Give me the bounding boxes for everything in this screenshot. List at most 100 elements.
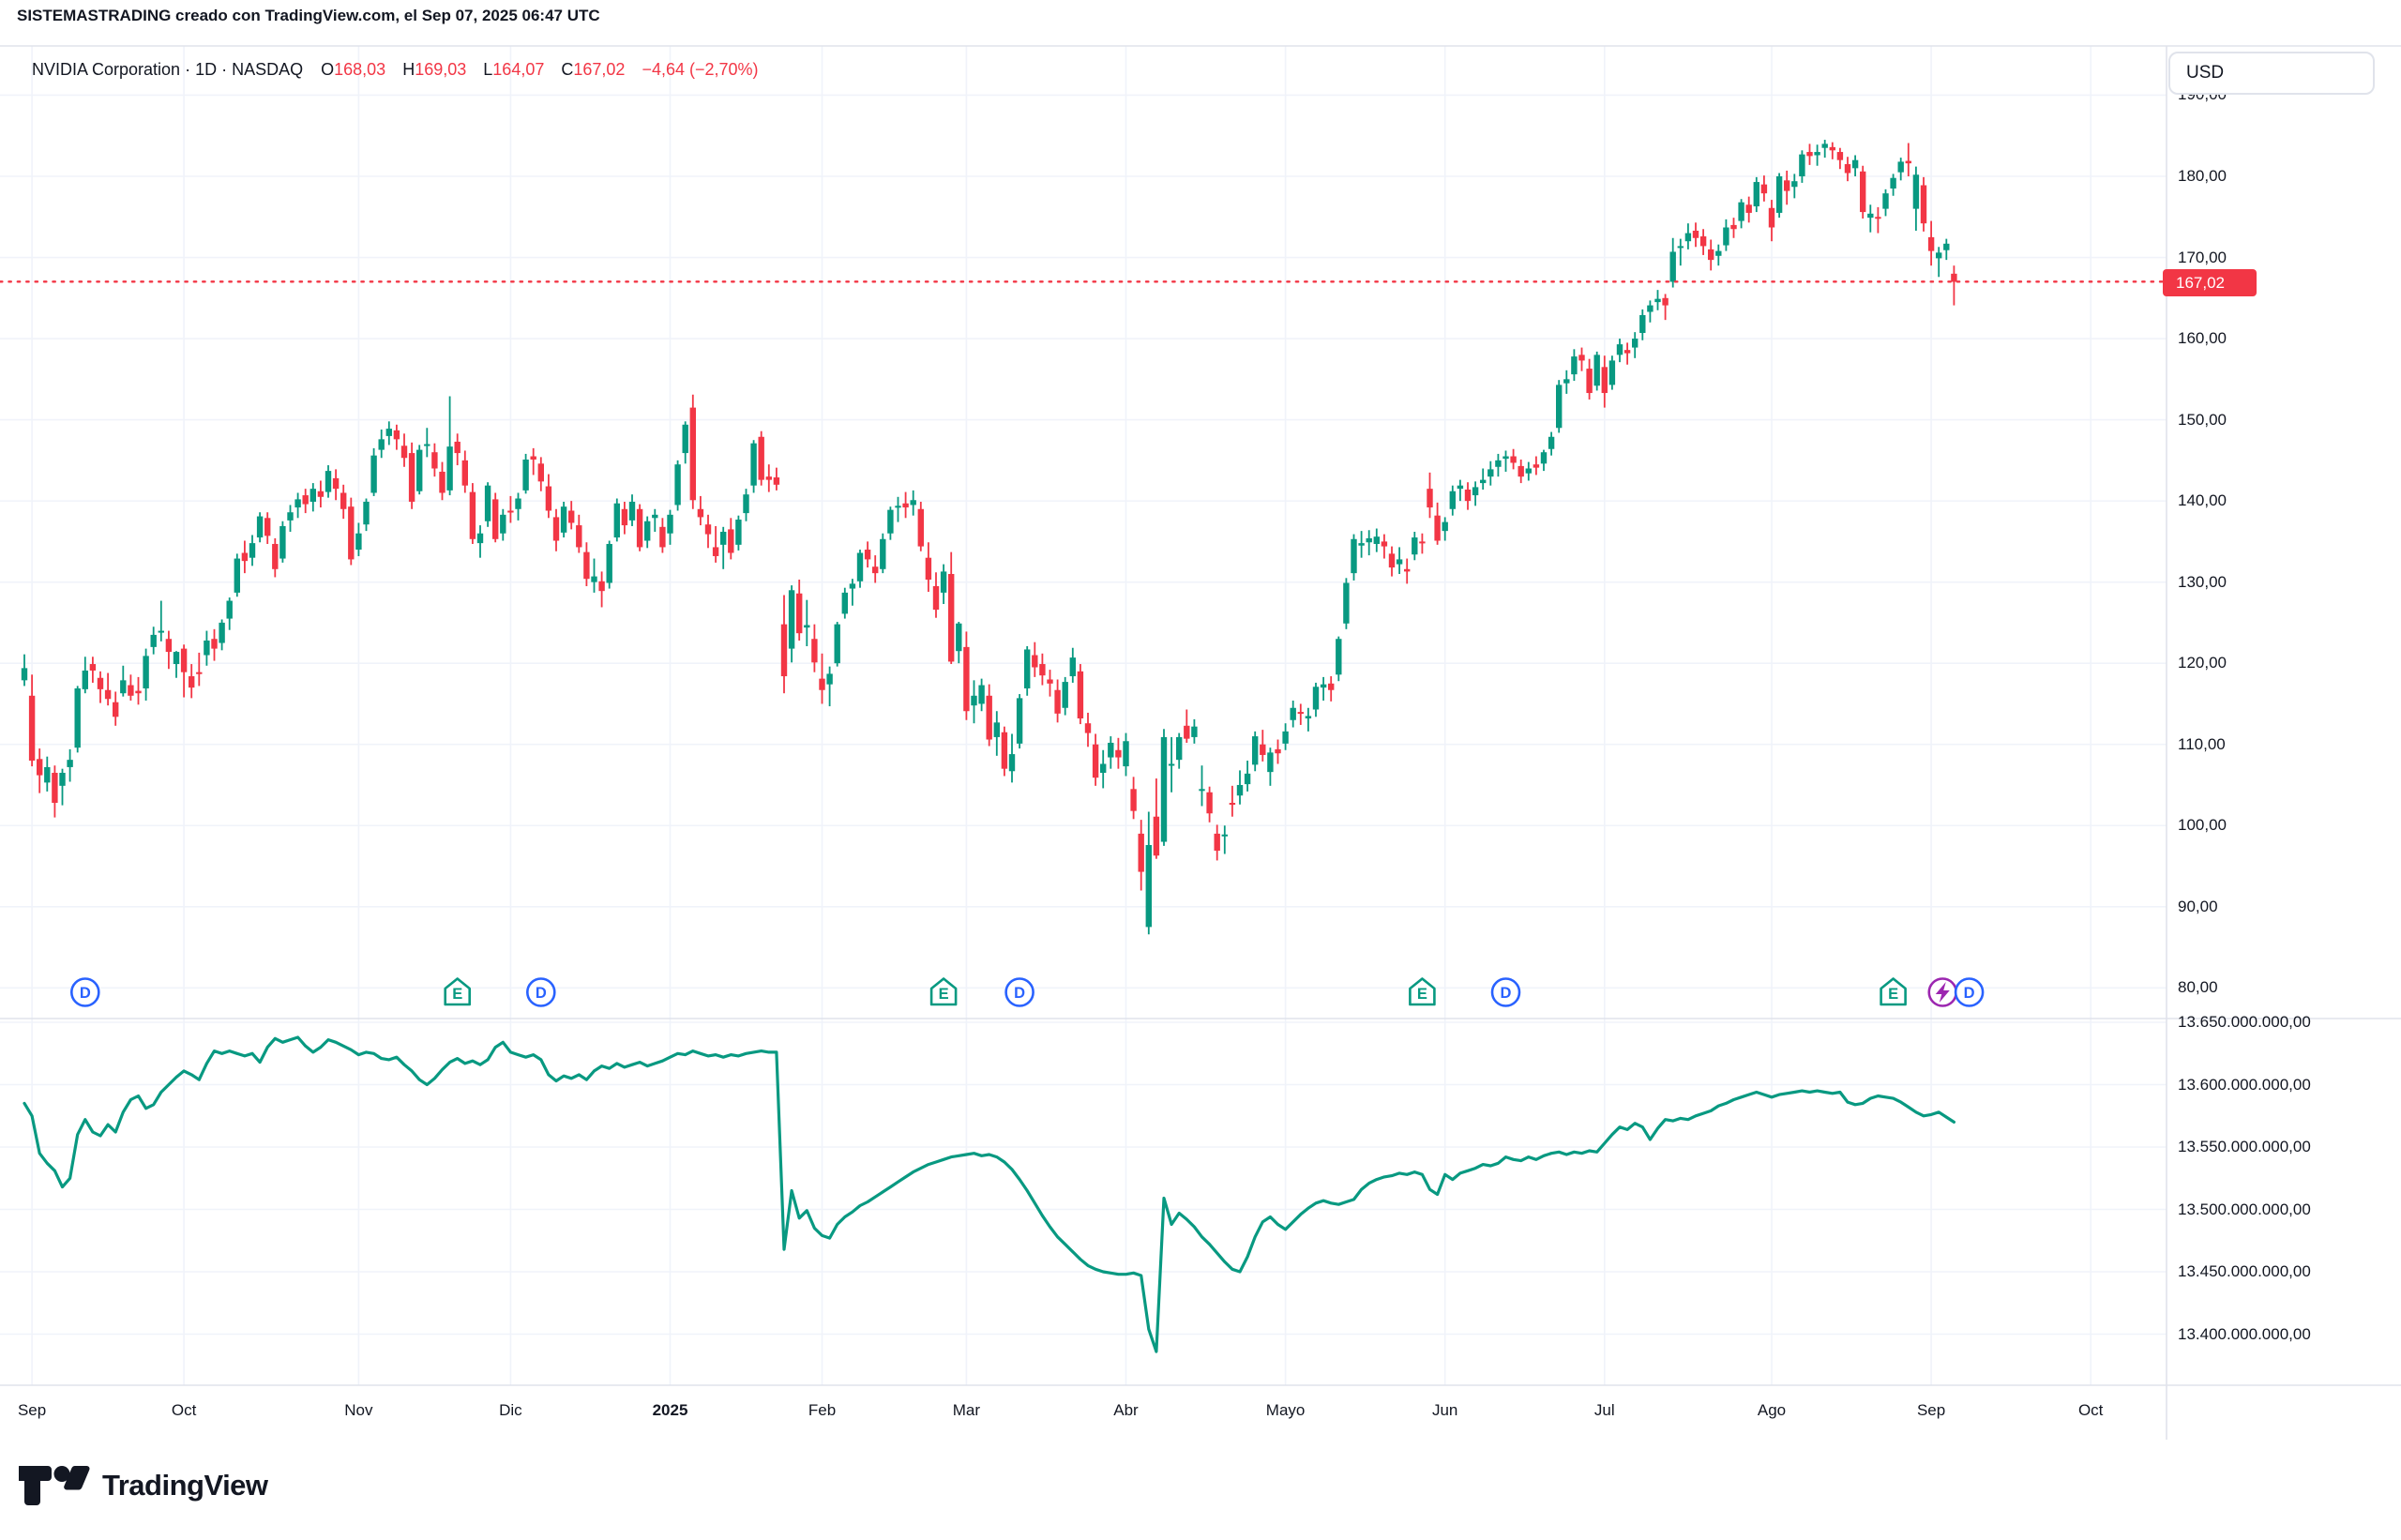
- candle-body: [841, 592, 848, 614]
- dividend-badge[interactable]: D: [525, 977, 556, 1007]
- candle-body: [1032, 655, 1038, 668]
- attribution-text: SISTEMASTRADING creado con TradingView.c…: [17, 7, 600, 24]
- candle-body: [1008, 754, 1016, 772]
- earnings-badge[interactable]: E: [1880, 977, 1907, 1006]
- candle-body: [728, 529, 734, 553]
- candle-body: [1601, 367, 1608, 394]
- split-badge[interactable]: [1927, 977, 1958, 1007]
- candle-body: [431, 452, 438, 469]
- candle-body: [1738, 202, 1744, 221]
- candle-body: [1290, 707, 1296, 720]
- high-label: H: [402, 60, 415, 79]
- candle-body: [1001, 732, 1008, 769]
- candle-body: [880, 538, 886, 569]
- candle-body: [143, 656, 149, 689]
- candle-body: [628, 501, 636, 521]
- candle-body: [1556, 385, 1563, 429]
- candle-body: [780, 624, 788, 677]
- candle-body: [720, 532, 727, 545]
- low-value: 164,07: [492, 60, 545, 79]
- candle-body: [765, 476, 772, 480]
- candle-body: [439, 471, 445, 493]
- candle-body: [1305, 716, 1312, 719]
- candle-body: [1912, 174, 1920, 209]
- candle-body: [249, 543, 256, 558]
- candle-body: [1275, 748, 1281, 754]
- candle-body: [1495, 460, 1502, 467]
- candle-body: [576, 525, 582, 548]
- candle-body: [476, 533, 484, 544]
- candle-body: [796, 593, 803, 634]
- dividend-icon: [525, 977, 556, 1007]
- candle-body: [1206, 792, 1213, 814]
- attribution-bar: SISTEMASTRADING creado con TradingView.c…: [17, 7, 600, 25]
- earnings-letter: E: [1417, 986, 1427, 1003]
- tradingview-logo[interactable]: TradingView: [19, 1465, 268, 1506]
- candle-body: [1775, 176, 1783, 213]
- candle-body: [1092, 744, 1099, 778]
- time-tick-label: Sep: [1916, 1401, 1946, 1419]
- candle-body: [173, 652, 180, 665]
- earnings-badge[interactable]: E: [929, 977, 958, 1006]
- candle-body: [196, 672, 203, 674]
- candle-body: [591, 576, 597, 582]
- candle-body: [788, 590, 795, 649]
- time-tick-label: Dic: [499, 1401, 522, 1419]
- time-tick-label: Nov: [344, 1401, 373, 1419]
- dividend-badge[interactable]: D: [1954, 977, 1985, 1007]
- candle-body: [1396, 559, 1403, 565]
- candle-body: [1199, 789, 1205, 792]
- price-tick-label: 100,00: [2178, 816, 2227, 835]
- candle-body: [120, 680, 127, 694]
- time-tick-label: Abr: [1113, 1401, 1139, 1419]
- price-tick-label: 120,00: [2178, 654, 2227, 672]
- candle-body: [583, 551, 590, 580]
- candle-body: [674, 464, 681, 506]
- candle-body: [1480, 479, 1487, 484]
- candle-body: [1920, 185, 1927, 224]
- candle-body: [264, 518, 271, 536]
- candle-body: [704, 524, 712, 535]
- earnings-icon: [1880, 977, 1907, 1006]
- time-tick-label: Mar: [952, 1401, 981, 1419]
- indicator-line: [23, 1035, 1956, 1353]
- candle-body: [1821, 143, 1828, 148]
- candle-body: [1100, 763, 1107, 773]
- candle-body: [1191, 726, 1198, 737]
- dividend-badge[interactable]: D: [1004, 977, 1034, 1007]
- candle-body: [1654, 298, 1661, 303]
- candle-body: [67, 760, 73, 767]
- dividend-icon: [1490, 977, 1521, 1007]
- candle-body: [189, 676, 195, 688]
- candle-body: [1039, 664, 1046, 676]
- candle-body: [1936, 252, 1942, 259]
- candle-body: [1715, 250, 1722, 256]
- candle-body: [1593, 355, 1600, 386]
- candle-body: [537, 463, 544, 482]
- high-value: 169,03: [415, 60, 467, 79]
- candle-body: [515, 498, 521, 509]
- symbol-title[interactable]: NVIDIA Corporation · 1D · NASDAQ: [32, 60, 304, 79]
- earnings-badge[interactable]: E: [444, 977, 471, 1006]
- candle-body: [204, 640, 210, 656]
- candle-body: [492, 499, 499, 539]
- pane-separators: [0, 45, 2401, 1440]
- candle-body: [1336, 639, 1342, 675]
- candle-body: [993, 722, 1000, 737]
- dividend-badge[interactable]: D: [70, 977, 100, 1007]
- candle-body: [1723, 227, 1729, 246]
- price-tick-label: 110,00: [2178, 734, 2226, 753]
- candle-body: [1548, 436, 1555, 449]
- candle-body: [773, 477, 780, 485]
- candle-body: [1160, 736, 1168, 842]
- time-tick-label: Ago: [1757, 1401, 1787, 1419]
- dividend-icon: [70, 977, 100, 1007]
- currency-toggle-button[interactable]: USD: [2168, 52, 2375, 95]
- candle-body: [1684, 233, 1692, 242]
- dividend-badge[interactable]: D: [1490, 977, 1521, 1007]
- earnings-badge[interactable]: E: [1409, 977, 1436, 1006]
- candle-body: [1814, 152, 1820, 156]
- candle-body: [340, 492, 347, 509]
- candle-body: [1851, 159, 1859, 169]
